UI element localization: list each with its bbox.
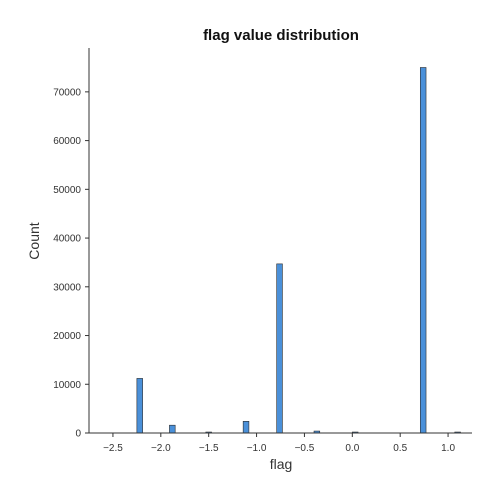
histogram-bar	[169, 424, 176, 434]
x-tick-label: −1.0	[247, 443, 267, 454]
x-tick-label: 0.5	[393, 443, 407, 454]
y-tick-label: 0	[75, 429, 81, 440]
x-tick-label: −0.5	[295, 443, 315, 454]
x-tick-label: −2.0	[151, 443, 171, 454]
y-tick-label: 70000	[53, 87, 81, 98]
y-tick-label: 10000	[53, 380, 81, 391]
y-tick-label: 50000	[53, 185, 81, 196]
histogram-bar	[242, 421, 250, 434]
x-axis-label: flag	[270, 456, 293, 472]
y-ticks-group: 0 10000 20000 30000 40000 50000 60000 70000	[53, 87, 89, 440]
y-axis-label: Count	[26, 222, 42, 259]
chart-title: flag value distribution	[203, 27, 359, 44]
x-tick-label: −1.5	[199, 443, 219, 454]
histogram-bar	[419, 67, 427, 434]
histogram-bar	[136, 378, 143, 434]
x-tick-label: −2.5	[103, 443, 123, 454]
histogram-bar	[276, 263, 283, 434]
x-tick-label: 0.0	[345, 443, 359, 454]
x-tick-label: 1.0	[441, 443, 455, 454]
y-tick-label: 30000	[53, 282, 81, 293]
bars-group	[136, 67, 461, 434]
y-tick-label: 40000	[53, 234, 81, 245]
x-ticks-group: −2.5 −2.0 −1.5 −1.0 −0.5 0.0 0.5 1.0	[103, 433, 455, 454]
y-tick-label: 20000	[53, 331, 81, 342]
y-tick-label: 60000	[53, 136, 81, 147]
